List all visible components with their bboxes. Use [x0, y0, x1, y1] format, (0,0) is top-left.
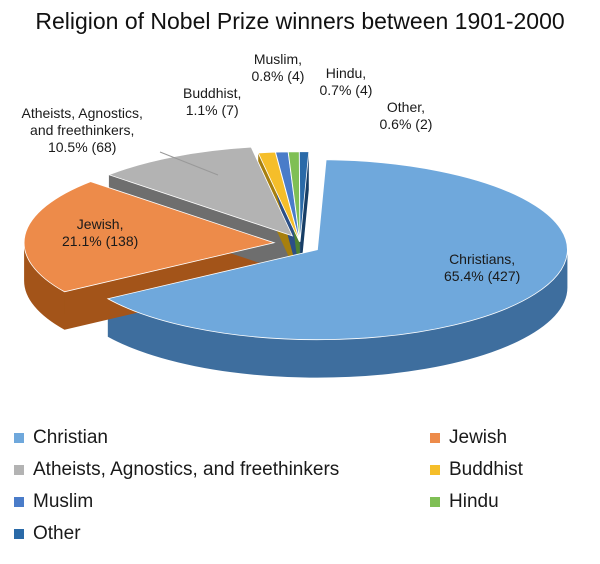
legend-swatch	[14, 529, 24, 539]
leader-line-atheists	[159, 151, 219, 176]
slice-label-line: Buddhist,	[183, 85, 242, 101]
slice-label-line: 65.4% (427)	[444, 268, 521, 284]
slice-label-buddhist: Buddhist, 1.1% (7)	[183, 85, 241, 119]
slice-label-line: 0.7% (4)	[319, 82, 373, 98]
slice-label-christian: Christians, 65.4% (427)	[444, 251, 520, 285]
slice-label-line: 21.1% (138)	[62, 233, 139, 249]
legend-swatch	[430, 433, 440, 443]
slice-label-line: 1.1% (7)	[185, 102, 239, 118]
legend-swatch	[430, 465, 440, 475]
legend-swatch	[14, 465, 24, 475]
slice-label-hindu: Hindu, 0.7% (4)	[320, 65, 373, 99]
slice-label-line: Other,	[386, 99, 426, 115]
chart-title: Religion of Nobel Prize winners between …	[35, 8, 565, 34]
legend-swatch	[14, 433, 24, 443]
slice-label-muslim: Muslim, 0.8% (4)	[252, 51, 305, 85]
legend-item-atheists: Atheists, Agnostics, and freethinkers	[14, 459, 339, 481]
slice-other	[298, 151, 310, 242]
slice-label-other: Other, 0.6% (2)	[380, 99, 433, 133]
slice-label-line: Christians,	[449, 251, 516, 267]
slice-label-line: Jewish,	[76, 216, 124, 232]
legend-label: Jewish	[449, 427, 508, 448]
legend-item-christian: Christian	[14, 427, 108, 449]
slice-label-line: Atheists, Agnostics,	[21, 104, 143, 121]
legend-label: Buddhist	[449, 459, 523, 480]
slice-cut-other	[300, 151, 309, 280]
slice-label-line: 0.8% (4)	[251, 68, 305, 84]
slice-label-line: 10.5% (68)	[47, 138, 117, 155]
legend-label: Muslim	[33, 491, 94, 512]
legend-item-hindu: Hindu	[430, 491, 499, 513]
slice-jewish	[23, 181, 276, 293]
legend-swatch	[430, 497, 440, 507]
legend-item-other: Other	[14, 523, 81, 545]
slice-atheists	[107, 146, 294, 237]
legend-item-jewish: Jewish	[430, 427, 507, 449]
legend-label: Christian	[33, 427, 108, 448]
slice-label-line: Muslim,	[253, 51, 303, 67]
legend-item-buddhist: Buddhist	[430, 459, 523, 481]
slice-label-line: 0.6% (2)	[379, 116, 433, 132]
slice-label-atheists: Atheists, Agnostics, and freethinkers, 10.…	[22, 105, 143, 156]
legend-label: Other	[33, 523, 81, 544]
slice-label-line: Hindu,	[325, 65, 367, 81]
legend-label: Hindu	[449, 491, 499, 512]
legend-swatch	[14, 497, 24, 507]
legend-item-muslim: Muslim	[14, 491, 93, 513]
slice-label-jewish: Jewish, 21.1% (138)	[62, 216, 138, 250]
slice-side-jewish	[24, 242, 65, 330]
slice-label-line: and freethinkers,	[30, 121, 135, 138]
slice-side-christian	[107, 249, 568, 378]
slice-christian	[106, 159, 568, 341]
legend-label: Atheists, Agnostics, and freethinkers	[33, 459, 340, 480]
